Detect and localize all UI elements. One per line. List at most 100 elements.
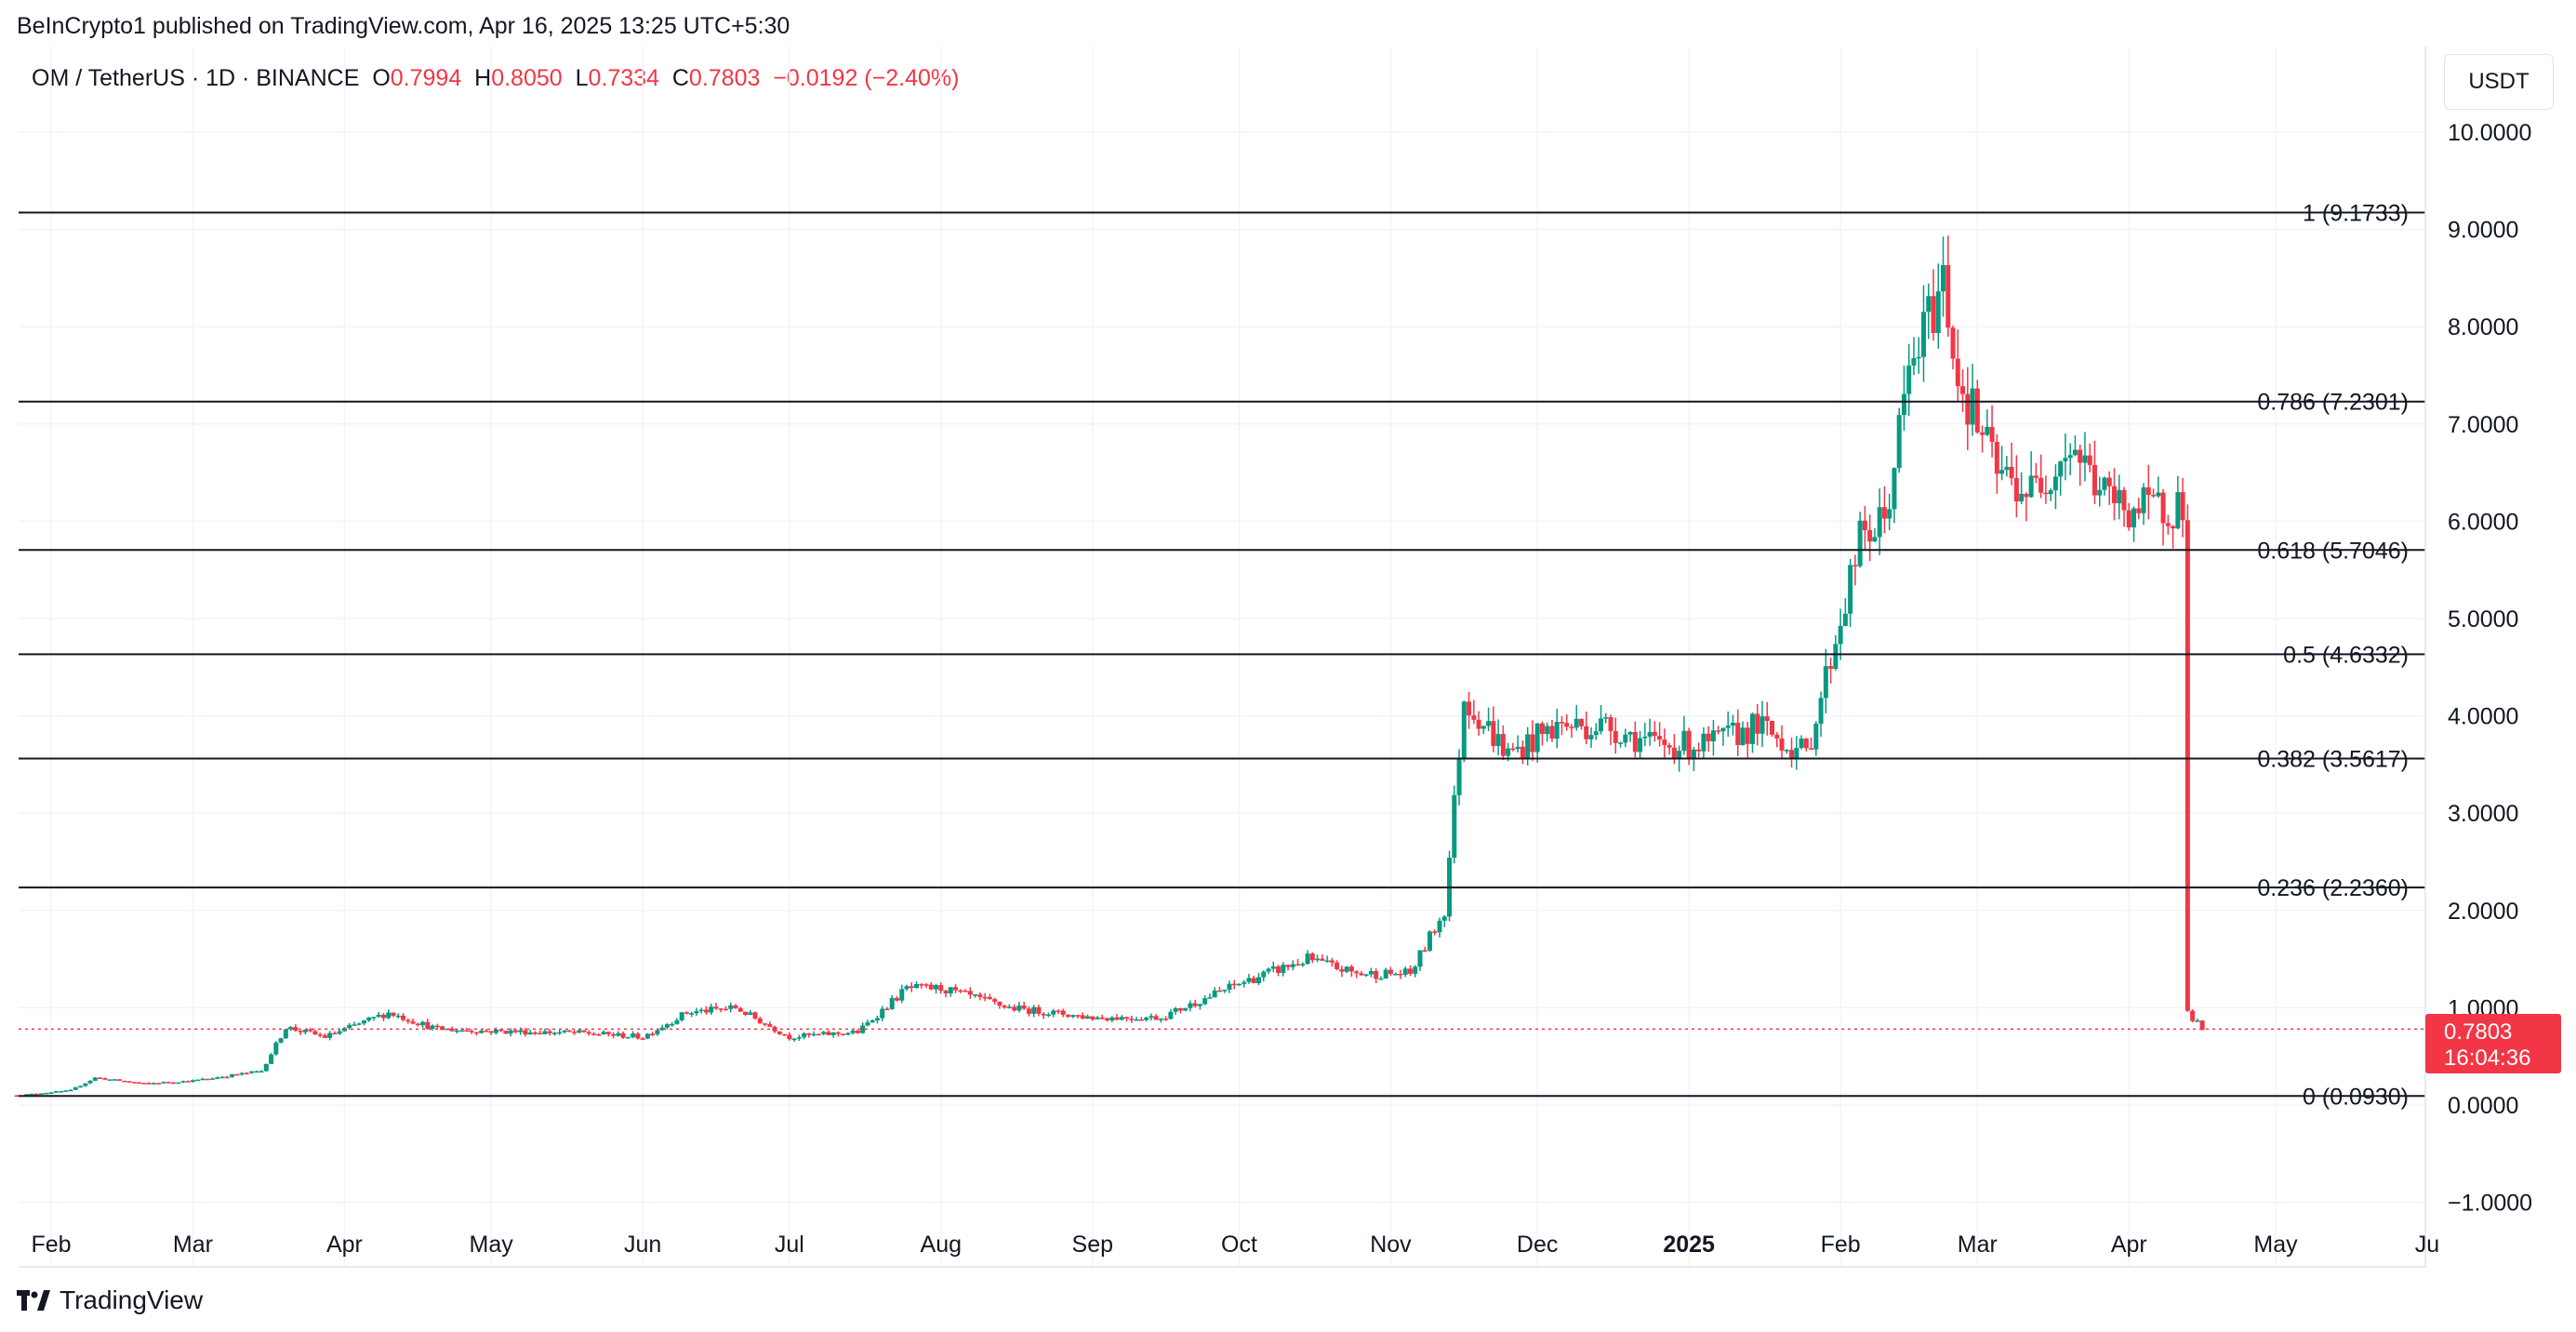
candle-body [1168,1011,1174,1019]
fibonacci-levels: 1 (9.1733) 0.786 (7.2301) 0.618 (5.7046) 0.… [19,200,2425,1110]
candle-body [230,1073,235,1077]
candle-body [405,1019,411,1022]
candle-body [2180,492,2185,521]
candle-body [689,1013,695,1015]
candle-body [2121,489,2127,511]
fib-level-label: 0.618 (5.7046) [2257,538,2409,564]
candle-body [205,1078,210,1081]
candle-body [366,1017,372,1021]
price-tag-countdown: 16:04:36 [2444,1046,2530,1071]
candle-body [2184,520,2190,1011]
candle-body [156,1083,162,1085]
candle-body [1315,958,1321,961]
currency-unit-button[interactable]: USDT [2444,54,2554,110]
candle-body [312,1031,318,1035]
candle-body [934,985,939,990]
candle-body [806,1032,812,1035]
low-label: L [575,65,589,91]
candle-body [215,1077,220,1079]
candle-body [347,1024,352,1029]
candle-body [1320,958,1325,961]
time-axis[interactable]: Feb Mar Apr May Jun Jul Aug Sep Oct Nov Dec 2025 Feb… [31,1232,2439,1258]
candle-body [767,1024,773,1027]
candle-body [1422,950,1427,952]
candle-body [1749,713,1755,744]
candle-body [826,1032,831,1035]
y-tick-label: 10.0000 [2448,120,2531,146]
candle-body [1789,750,1795,759]
candle-body [1569,726,1574,728]
candle-body [889,997,895,1009]
candle-body [1545,726,1550,735]
candle-body [850,1030,856,1033]
candle-body [1173,1007,1178,1012]
candle-body [2131,508,2137,527]
candle-body [1270,966,1276,969]
candle-body [1388,969,1393,975]
tradingview-brand[interactable]: TradingView [17,1285,203,1315]
candle-body [1163,1019,1169,1020]
fib-level-label: 0.382 (3.5617) [2257,746,2409,772]
candle-body [1559,722,1564,724]
candle-body [904,986,910,990]
candle-body [1441,916,1447,921]
candle-body [1911,358,1917,366]
candle-body [914,983,920,989]
candle-body [464,1030,470,1032]
candle-body [1266,968,1271,972]
candle-body [605,1032,611,1034]
candle-body [259,1071,264,1073]
candle-body [1402,968,1408,975]
candle-body [523,1030,528,1035]
candle-body [1525,734,1531,760]
candle-body [1887,509,1892,519]
candle-body [987,996,992,1000]
candle-body [591,1033,597,1035]
candle-body [327,1032,333,1038]
candle-body [98,1077,103,1079]
candle-body [185,1081,191,1083]
candle-body [1481,726,1486,729]
candle-body [2028,475,2034,498]
candle-body [1770,721,1775,735]
candle-body [1456,757,1462,795]
candle-body [1554,722,1560,739]
candle-body [1599,718,1604,732]
candle-body [107,1079,113,1081]
candle-body [2171,526,2176,529]
candle-body [1305,953,1310,965]
price-tag: 0.7803 16:04:36 [2425,1014,2561,1073]
candle-body [542,1031,548,1034]
candle-body [2072,449,2078,456]
candle-body [1799,739,1804,749]
candle-body [1974,388,1980,433]
candle-body [2067,455,2073,459]
candle-body [1051,1010,1056,1015]
brand-name: TradingView [60,1285,204,1314]
candle-body [977,994,983,997]
symbol-label[interactable]: OM / TetherUS · 1D · BINANCE [32,65,360,91]
candle-body [577,1030,582,1033]
candle-body [782,1033,788,1036]
fib-level-label: 0.786 (7.2301) [2257,390,2409,416]
candle-body [1691,749,1696,759]
candle-body [1980,432,1985,435]
candle-body [1720,727,1726,732]
candle-body [1486,721,1492,726]
candle-body [718,1008,724,1010]
candle-body [2190,1010,2196,1021]
candle-body [1759,716,1765,734]
candle-body [845,1032,851,1035]
candle-body [484,1031,489,1032]
fib-level-label: 1 (9.1733) [2303,200,2409,226]
candle-body [190,1080,195,1083]
candle-body [2156,492,2161,497]
candle-body [1114,1017,1120,1020]
candle-body [503,1031,509,1034]
candle-body [234,1073,240,1076]
candle-body [293,1027,299,1032]
candle-body [1955,358,1960,387]
candle-body [538,1032,543,1035]
candle-body [1623,734,1628,743]
